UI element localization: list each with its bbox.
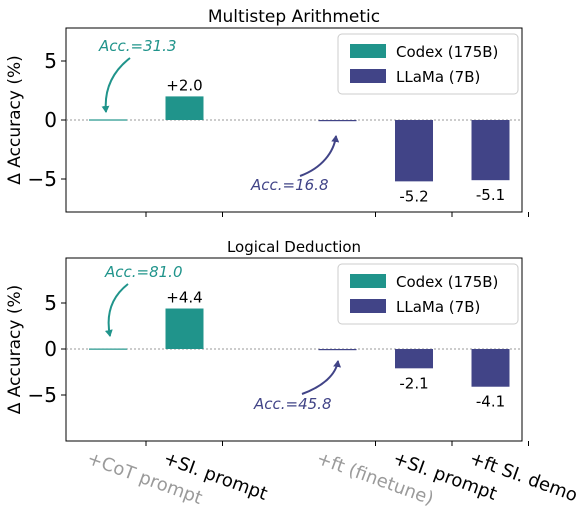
chart-panel-2: Logical Deduction 5 0 −5Δ Accuracy (%) +4.4 -… (5, 238, 529, 446)
bar (89, 119, 127, 121)
y-tick-label: −5 (28, 167, 57, 191)
chart-panel-1: Multistep Arithmetic 5 0 −5Δ Accuracy (%) +2… (5, 7, 529, 217)
y-tick-label: 0 (44, 337, 57, 361)
bar (89, 348, 127, 350)
annotation-arrow (104, 283, 129, 337)
annotation-label: Acc.=16.8 (250, 176, 329, 194)
y-tick-label: −5 (28, 383, 57, 407)
bar (165, 96, 204, 120)
annotation-label: Acc.=31.3 (98, 37, 177, 55)
legend-swatch (350, 69, 386, 83)
bar (471, 349, 510, 387)
legend: Codex (175B) LLaMa (7B) (337, 33, 519, 95)
y-tick-label: 5 (44, 49, 57, 73)
legend-entry: LLaMa (7B) (396, 298, 480, 316)
chart-title: Multistep Arithmetic (208, 7, 380, 27)
legend-swatch (350, 299, 386, 313)
bar-value-label: +4.4 (166, 289, 202, 307)
legend-swatch (350, 274, 386, 288)
legend-entry: Codex (175B) (396, 273, 498, 291)
y-tick-label: 5 (44, 291, 57, 315)
legend-entry: LLaMa (7B) (396, 68, 480, 86)
annotation-label: Acc.=45.8 (253, 395, 332, 413)
legend-entry: Codex (175B) (396, 43, 498, 61)
annotation-arrow (101, 57, 131, 113)
y-axis-label: Δ Accuracy (%) (5, 285, 25, 414)
x-axis-tick-labels: +CoT prompt+SI. prompt +ft (finetune)+SI.… (84, 448, 579, 506)
bar (395, 120, 433, 182)
bar (318, 120, 357, 122)
bar-value-label: -4.1 (476, 393, 505, 411)
chart-title: Logical Deduction (227, 238, 361, 256)
bar (165, 308, 204, 349)
bar (318, 349, 357, 351)
bar-value-label: -5.2 (399, 187, 428, 205)
bar-value-label: +2.0 (166, 76, 202, 94)
bar-value-label: -5.1 (476, 186, 505, 204)
annotation-label: Acc.=81.0 (104, 263, 183, 281)
annotation-arrow (299, 135, 340, 177)
legend: Codex (175B) LLaMa (7B) (337, 263, 519, 325)
bar (395, 349, 433, 369)
bar (471, 120, 510, 181)
legend-swatch (350, 44, 386, 58)
y-tick-label: 0 (44, 108, 57, 132)
bar-value-label: -2.1 (399, 374, 428, 392)
y-axis-label: Δ Accuracy (%) (5, 55, 25, 184)
annotation-arrow (301, 360, 342, 395)
